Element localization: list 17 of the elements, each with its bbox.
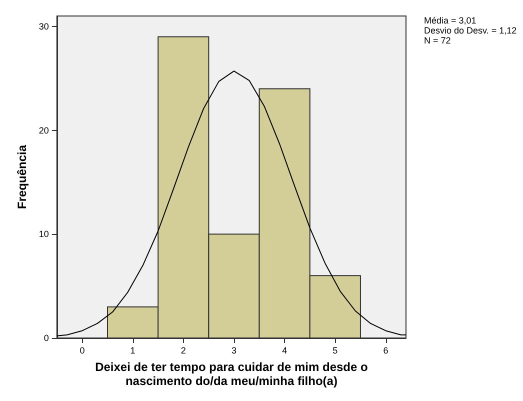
x-tick-label: 2 bbox=[180, 346, 186, 356]
text: Desvio do Desv. = 1,12 bbox=[424, 26, 517, 36]
y-tick-label: 20 bbox=[38, 125, 49, 136]
x-tick-label: 1 bbox=[130, 346, 136, 356]
x-tick-label: 0 bbox=[80, 346, 85, 356]
line-series bbox=[56, 70, 406, 336]
text: N = 72 bbox=[424, 36, 451, 46]
y-tick-label: 30 bbox=[38, 21, 49, 32]
y-tick-label: 0 bbox=[44, 333, 49, 343]
x-tick-label: 3 bbox=[231, 346, 236, 356]
text: Média = 3,01 bbox=[424, 16, 476, 26]
x-tick-label: 4 bbox=[282, 346, 288, 356]
x-tick-label: 6 bbox=[383, 346, 388, 356]
x-tick-label: 5 bbox=[332, 346, 338, 356]
y-tick-label: 10 bbox=[38, 229, 49, 240]
x-axis-title: Deixei de ter tempo para cuidar de mim desde o nascimento do/da meu/minha filho(a) bbox=[95, 360, 368, 388]
y-axis-title: Frequência bbox=[15, 144, 29, 210]
